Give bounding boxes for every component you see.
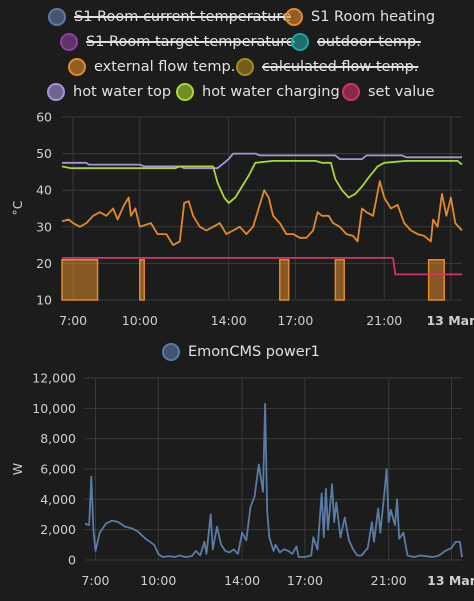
legend-swatch-icon: [236, 58, 254, 76]
legend-item-hot-water-top[interactable]: hot water top: [47, 83, 171, 101]
series-line-hot-water-top: [62, 152, 462, 170]
temperature-chart-legend: S1 Room current temperature S1 Room heat…: [0, 0, 474, 110]
power-x-tick-label: 21:00: [371, 573, 407, 588]
temp-y-tick-label: 40: [36, 183, 52, 198]
legend-label: calculated flow temp.: [262, 59, 419, 75]
legend-label: S1 Room target temperature: [86, 34, 295, 50]
legend-swatch-icon: [60, 33, 78, 51]
legend-swatch-icon: [162, 343, 180, 361]
power-x-tick-label: 14:00: [224, 573, 260, 588]
legend-label: hot water charging: [202, 84, 340, 100]
power-x-tick-label: 17:00: [287, 573, 323, 588]
power-y-axis-label: W: [10, 463, 25, 475]
power-x-tick-label: 10:00: [140, 573, 176, 588]
heating-bar: [427, 258, 445, 301]
legend-item-set-value[interactable]: set value: [342, 83, 434, 101]
temp-y-tick-label: 60: [36, 110, 52, 125]
legend-label: hot water top: [73, 84, 172, 100]
temp-x-tick-label: 14:00: [211, 313, 247, 328]
temp-x-tick-label: 21:00: [366, 313, 402, 328]
temp-x-tick-label: 7:00: [59, 313, 87, 328]
legend-swatch-icon: [48, 8, 66, 26]
temp-x-tick-label: 13 Mar: [426, 313, 474, 328]
heating-bar: [139, 258, 145, 301]
series-line-emoncms-power1: [84, 402, 463, 558]
legend-item-calculated-flow-temp[interactable]: calculated flow temp.: [236, 58, 418, 76]
heating-bar: [279, 258, 290, 301]
power-y-tick-label: 2,000: [40, 522, 76, 537]
legend-label: S1 Room heating: [311, 9, 436, 25]
legend-item-s1-room-current-temperature[interactable]: S1 Room current temperature: [48, 8, 291, 26]
legend-label: EmonCMS power1: [188, 344, 320, 360]
power-y-tick-label: 4,000: [40, 492, 76, 507]
legend-label: external flow temp.: [94, 59, 236, 75]
legend-swatch-icon: [68, 58, 86, 76]
temp-y-tick-label: 30: [36, 219, 52, 234]
temp-y-tick-label: 50: [36, 146, 52, 161]
heating-bar: [61, 258, 99, 301]
legend-item-emoncms-power1[interactable]: EmonCMS power1: [162, 343, 320, 361]
legend-swatch-icon: [176, 83, 194, 101]
legend-item-s1-room-target-temperature[interactable]: S1 Room target temperature: [60, 33, 295, 51]
temp-x-tick-label: 10:00: [122, 313, 158, 328]
power-x-tick-label: 7:00: [81, 573, 109, 588]
series-line-external-flow-temp-: [61, 180, 463, 246]
legend-swatch-icon: [285, 8, 303, 26]
power-y-tick-label: 10,000: [32, 401, 76, 416]
temp-y-tick-label: 20: [36, 256, 52, 271]
legend-item-hot-water-charging[interactable]: hot water charging: [176, 83, 340, 101]
power-y-tick-label: 6,000: [40, 462, 76, 477]
series-line-hot-water-charging: [61, 160, 463, 204]
legend-swatch-icon: [342, 83, 360, 101]
temp-y-axis-label: °C: [10, 200, 25, 215]
temp-x-tick-label: 17:00: [277, 313, 313, 328]
power-y-tick-label: 8,000: [40, 431, 76, 446]
legend-swatch-icon: [47, 83, 65, 101]
legend-label: S1 Room current temperature: [74, 9, 291, 25]
temp-y-tick-label: 10: [36, 293, 52, 308]
power-y-tick-label: 0: [68, 553, 76, 568]
legend-label: outdoor temp.: [317, 34, 421, 50]
legend-item-external-flow-temp[interactable]: external flow temp.: [68, 58, 235, 76]
legend-swatch-icon: [291, 33, 309, 51]
legend-label: set value: [368, 84, 435, 100]
power-x-tick-label: 13 Mar: [427, 573, 474, 588]
power-y-tick-label: 12,000: [32, 371, 76, 386]
power-chart-legend: EmonCMS power1: [0, 340, 474, 366]
legend-item-s1-room-heating[interactable]: S1 Room heating: [285, 8, 435, 26]
legend-item-outdoor-temp[interactable]: outdoor temp.: [291, 33, 421, 51]
heating-bar: [334, 258, 345, 301]
series-line-set-value: [62, 257, 462, 276]
